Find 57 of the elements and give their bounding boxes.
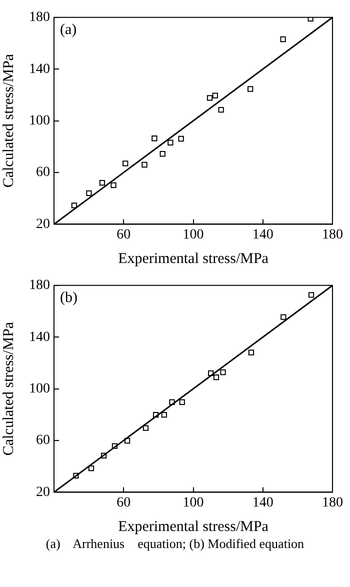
y-tick-label: 100 <box>29 381 50 396</box>
annotation: (b) <box>60 290 78 306</box>
point <box>86 190 92 196</box>
x-tick-label: 60 <box>116 227 131 242</box>
point <box>308 17 314 22</box>
point <box>213 374 220 380</box>
annotation: (a) <box>60 22 77 38</box>
point <box>160 151 166 157</box>
y-tick-label: 180 <box>29 278 50 294</box>
point <box>73 472 79 478</box>
y-tick-label: 140 <box>29 62 50 77</box>
point <box>71 202 78 208</box>
point <box>112 443 118 449</box>
point <box>110 182 116 188</box>
point <box>169 399 175 405</box>
x-tick-label: 180 <box>322 495 343 510</box>
point <box>206 95 213 101</box>
x-tick-label: 100 <box>182 495 204 510</box>
point <box>308 292 314 298</box>
point <box>248 350 254 356</box>
point <box>152 412 159 418</box>
x-tick-label: 100 <box>182 227 204 242</box>
x-axis-title: Experimental stress/MPa <box>118 250 269 267</box>
y-axis-title: Calculated stress/MPa <box>0 322 17 456</box>
x-tick-label: 60 <box>116 495 131 510</box>
y-tick-label: 20 <box>36 484 50 500</box>
point <box>208 370 214 376</box>
point <box>142 162 148 168</box>
point <box>220 369 226 376</box>
point <box>280 314 286 320</box>
text: (a) Arrhenius equation; (b) Modified equation <box>44 536 306 552</box>
point <box>179 399 185 405</box>
y-tick-label: 60 <box>36 165 50 180</box>
point <box>168 140 174 146</box>
point <box>248 86 254 92</box>
x-tick-label: 180 <box>322 227 343 242</box>
x-tick-label: 140 <box>252 227 274 242</box>
point <box>178 136 184 142</box>
point <box>88 465 94 472</box>
y-tick-label: 180 <box>29 10 50 26</box>
point <box>218 106 224 113</box>
point <box>280 36 286 42</box>
point <box>142 425 149 431</box>
point <box>99 180 106 186</box>
y-tick-label: 140 <box>29 330 50 345</box>
point <box>100 452 107 458</box>
x-tick-label: 140 <box>252 495 274 510</box>
point <box>122 160 128 166</box>
y-tick-label: 20 <box>36 216 50 232</box>
point <box>161 412 168 418</box>
y-tick-label: 60 <box>36 433 50 448</box>
point <box>152 136 158 142</box>
point <box>212 92 218 98</box>
y-tick-label: 100 <box>29 113 50 128</box>
x-axis-title: Experimental stress/MPa <box>118 518 269 535</box>
y-axis-title: Calculated stress/MPa <box>0 54 17 188</box>
point <box>124 438 130 444</box>
